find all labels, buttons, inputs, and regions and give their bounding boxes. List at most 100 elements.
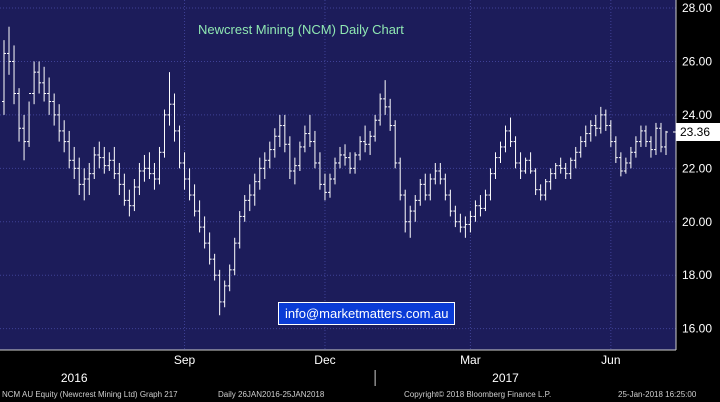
ohlc-bar [513,136,518,169]
y-tick-label: 18.00 [682,268,712,282]
ohlc-bar [297,141,302,171]
ohlc-bar [42,66,47,102]
ohlc-bar [553,162,558,180]
ohlc-bar [247,184,252,212]
ohlc-bar [518,152,523,180]
y-tick-label: 20.00 [682,215,712,229]
ohlc-bar [528,152,533,174]
ohlc-bar [488,168,493,201]
ohlc-bar [333,157,337,185]
x-tick-label: Jun [601,353,620,367]
ohlc-bar [302,125,307,153]
ohlc-bar [207,232,212,265]
ohlc-bar [458,213,463,233]
ohlc-bar [523,157,528,174]
ohlc-bar [543,179,548,201]
ohlc-bar [242,195,247,222]
ohlc-bar [498,141,503,163]
ohlc-bar [272,128,277,158]
ohlc-bar [633,136,638,158]
ohlc-bar [448,189,453,217]
ohlc-bar [563,162,568,180]
ohlc-bar [252,173,257,206]
footer-range: Daily 26JAN2016-25JAN2018 [218,390,325,399]
ohlc-bar [162,109,167,158]
ohlc-bar [493,152,498,180]
ohlc-bar [403,189,408,233]
ohlc-bar [653,122,658,155]
ohlc-bar [167,72,172,126]
ohlc-bar [202,216,207,249]
ohlc-bar [658,122,663,153]
ohlc-bar [388,98,393,131]
ohlc-bar [262,152,267,180]
ohlc-bar [287,136,292,180]
ohlc-bar [643,125,648,147]
ohlc-bar [463,216,468,238]
ohlc-bar [17,88,22,142]
last-price-badge: 23.36 [676,122,720,141]
ohlc-bar [383,80,388,115]
ohlc-bar [197,200,202,233]
y-tick-label: 24.00 [682,108,712,122]
y-tick-label: 28.00 [682,1,712,15]
ohlc-bar [57,104,62,142]
ohlc-bar [142,154,147,182]
plot-area [0,0,676,350]
ohlc-bar [588,120,593,142]
x-year-label: 2017 [492,371,519,385]
ohlc-bar [568,157,573,180]
ohlc-bar [312,130,317,169]
ohlc-bar [598,106,603,134]
ohlc-bar [112,146,117,180]
ohlc-bar [613,136,618,163]
ohlc-bar [353,152,358,174]
ohlc-bar [102,146,107,174]
ohlc-bar [147,152,152,180]
footer-security: NCM AU Equity (Newcrest Mining Ltd) Grap… [2,390,178,399]
ohlc-bar [317,152,322,190]
ohlc-bar [292,157,297,185]
ohlc-bar [7,26,12,75]
ohlc-bar [378,93,383,126]
footer-timestamp: 25-Jan-2018 16:25:00 [618,390,697,399]
x-tick-label: Dec [314,353,335,367]
ohlc-bar [473,200,478,222]
ohlc-bar [152,162,157,190]
ohlc-bar [548,168,553,190]
ohlc-bar [137,162,142,196]
ohlc-bar [468,211,473,233]
ohlc-bar [37,61,42,94]
ohlc-bar [32,61,37,105]
ohlc-bar [237,211,242,249]
y-tick-label: 22.00 [682,161,712,175]
ohlc-bar [212,253,217,281]
ohlc-bar [533,168,538,196]
ohlc-bar [77,157,82,196]
y-tick-label: 16.00 [682,322,712,336]
ohlc-bar [232,237,237,276]
ohlc-bar [538,184,543,201]
ohlc-bar [307,114,312,147]
footer-bar: NCM AU Equity (Newcrest Mining Ltd) Grap… [0,388,720,402]
email-annotation: info@marketmatters.com.au [278,302,456,325]
ohlc-bar [503,125,508,153]
ohlc-bar [47,77,52,115]
ohlc-bar [52,93,57,126]
chart-svg: 16.00 18.00 20.00 22.00 24.00 26.00 28.00 Sep De… [0,0,712,386]
chart-title: Newcrest Mining (NCM) Daily Chart [198,22,404,37]
ohlc-bar [373,114,378,142]
ohlc-bar [483,189,488,212]
x-tick-label: Sep [174,353,196,367]
ohlc-bar [623,157,628,174]
ohlc-bar [122,173,127,206]
ohlc-bar [257,157,262,190]
ohlc-bar [282,114,287,153]
ohlc-bar [558,157,563,174]
ohlc-bar [583,125,588,147]
ohlc-bar [648,136,653,158]
ohlc-bar [363,125,368,153]
ohlc-bar [618,152,623,177]
ohlc-bar [578,136,583,158]
ohlc-bar [277,114,282,147]
